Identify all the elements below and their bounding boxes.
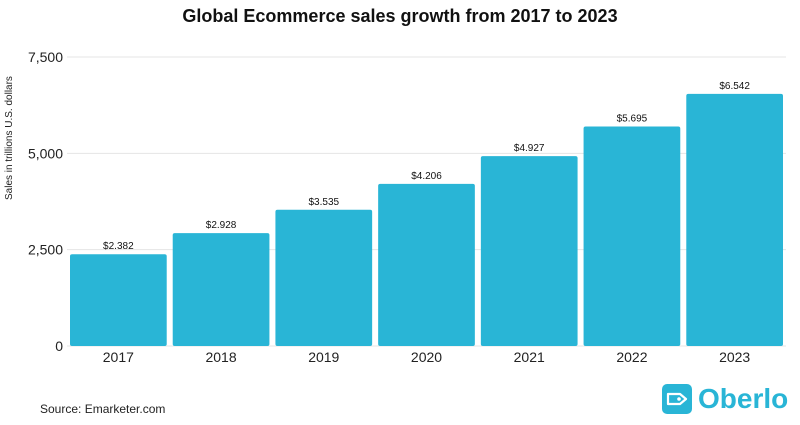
bar-value-label: $5.695	[617, 114, 648, 125]
bar-value-label: $2.382	[103, 241, 134, 252]
bar	[378, 183, 475, 346]
y-axis-label: Sales in trillions U.S. dollars	[4, 76, 15, 200]
brand-name: Oberlo	[698, 383, 789, 414]
tag-icon	[662, 384, 692, 414]
bar-value-label: $4.927	[514, 143, 545, 154]
brand-logo: Oberlo	[662, 384, 788, 414]
y-tick-label: 7,500	[28, 49, 63, 65]
source-note: Source: Emarketer.com	[40, 402, 166, 416]
bar-chart: 0 2,500 5,000 7,500 $2.382 2017 $2.928 2018 $3.5…	[28, 49, 786, 365]
bar-value-label: $6.542	[719, 81, 750, 92]
x-tick-label: 2021	[514, 349, 545, 365]
x-tick-label: 2020	[411, 349, 442, 365]
bar	[172, 233, 270, 346]
chart-title: Global Ecommerce sales growth from 2017 …	[182, 6, 618, 26]
y-tick-label: 2,500	[28, 242, 63, 258]
x-tick-label: 2019	[308, 349, 339, 365]
x-tick-label: 2018	[205, 349, 236, 365]
bar	[275, 209, 373, 346]
y-tick-label: 0	[55, 338, 63, 354]
y-tick-label: 5,000	[28, 145, 63, 161]
bar-value-label: $4.206	[411, 171, 442, 182]
bar	[686, 93, 783, 346]
bar	[583, 126, 681, 346]
bar-value-label: $2.928	[206, 220, 237, 231]
x-tick-label: 2023	[719, 349, 750, 365]
bar	[70, 254, 167, 346]
bar-value-label: $3.535	[308, 197, 339, 208]
x-tick-label: 2017	[103, 349, 134, 365]
x-tick-label: 2022	[616, 349, 647, 365]
bar	[480, 156, 578, 346]
